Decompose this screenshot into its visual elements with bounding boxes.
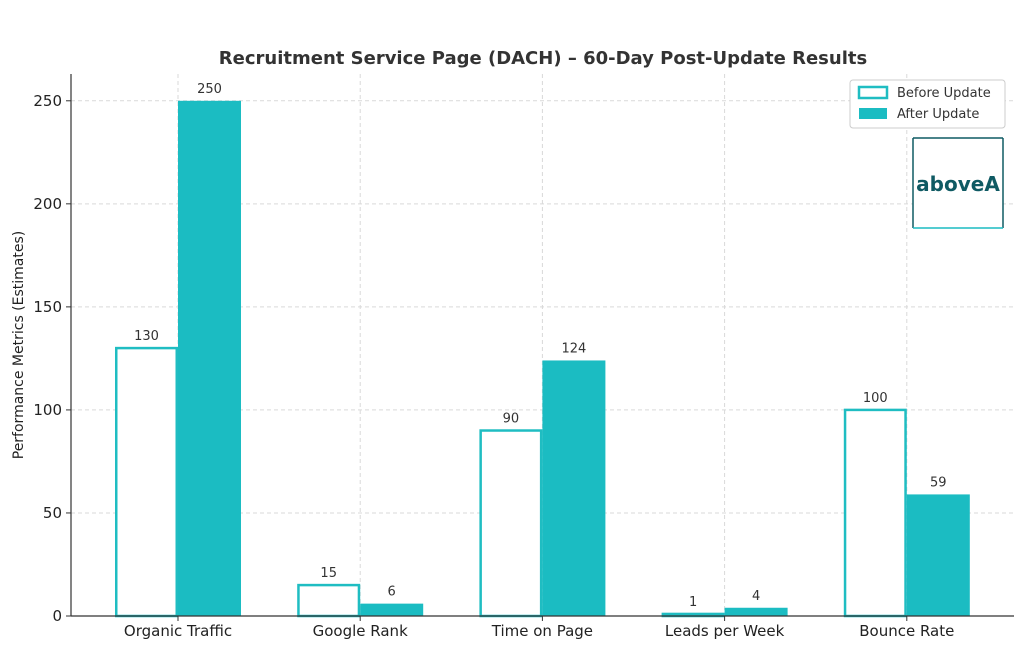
bar-after-update [906, 494, 970, 616]
legend-label-before: Before Update [897, 86, 991, 101]
data-label-after: 4 [752, 589, 760, 604]
y-axis-label: Performance Metrics (Estimates) [11, 231, 27, 460]
x-tick-label: Organic Traffic [124, 622, 232, 640]
logo-text: aboveA [916, 172, 1000, 196]
data-label-before: 1 [689, 595, 697, 610]
bar-after-update [178, 100, 241, 616]
data-label-after: 124 [561, 341, 586, 356]
y-tick-label: 250 [33, 92, 62, 110]
x-axis-ticks: Organic Traffic Google Rank Time on Page Le… [124, 616, 954, 640]
chart-title: Recruitment Service Page (DACH) – 60-Day… [219, 48, 867, 69]
bar-after-update [542, 360, 606, 616]
bar-before-update [479, 429, 543, 618]
data-label-before: 15 [320, 566, 337, 581]
y-tick-label: 150 [33, 298, 62, 316]
legend-swatch-before [857, 85, 889, 100]
bars [115, 100, 970, 618]
x-tick-label: Leads per Week [665, 622, 785, 640]
brand-logo: aboveA [912, 137, 1004, 229]
x-tick-label: Bounce Rate [859, 622, 954, 640]
axes [70, 74, 1014, 617]
data-label-before: 100 [863, 391, 888, 406]
bar-before-update [115, 346, 178, 618]
logo-background [913, 138, 1003, 228]
y-tick-label: 0 [52, 607, 62, 625]
y-tick-label: 100 [33, 401, 62, 419]
legend-label-after: After Update [897, 107, 979, 122]
data-label-before: 130 [134, 329, 159, 344]
y-axis-ticks: 0 50 100 150 200 250 [33, 92, 71, 625]
legend-swatch-after [859, 108, 887, 119]
y-tick-label: 50 [43, 504, 62, 522]
bar-before-update [297, 583, 361, 618]
bar-before-update [843, 408, 907, 618]
x-tick-label: Time on Page [491, 622, 593, 640]
data-label-before: 90 [503, 412, 520, 427]
data-label-after: 59 [930, 475, 947, 490]
data-label-after: 6 [388, 585, 396, 600]
x-tick-label: Google Rank [313, 622, 408, 640]
y-tick-label: 200 [33, 195, 62, 213]
legend: Before Update After Update [849, 79, 1006, 129]
data-label-after: 250 [197, 82, 222, 97]
bar-after-update [360, 603, 424, 616]
data-labels: 130 15 90 1 100 250 6 124 4 59 [134, 82, 946, 610]
bar-after-update [724, 607, 788, 616]
legend-box [849, 79, 1006, 129]
